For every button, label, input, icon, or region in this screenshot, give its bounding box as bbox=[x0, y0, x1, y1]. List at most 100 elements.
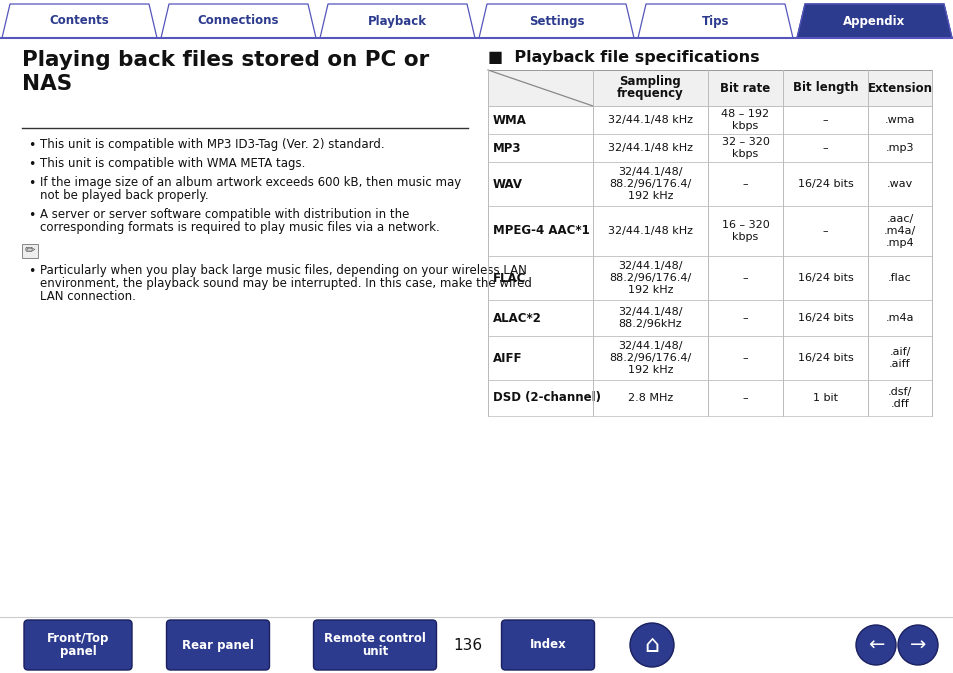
Text: environment, the playback sound may be interrupted. In this case, make the wired: environment, the playback sound may be i… bbox=[40, 277, 532, 290]
Text: Bit length: Bit length bbox=[792, 81, 858, 94]
Text: –: – bbox=[741, 273, 747, 283]
Text: ←: ← bbox=[867, 635, 883, 655]
Text: –: – bbox=[821, 143, 827, 153]
Polygon shape bbox=[2, 4, 157, 38]
Text: 2.8 MHz: 2.8 MHz bbox=[627, 393, 673, 403]
Text: WAV: WAV bbox=[493, 178, 522, 190]
Text: LAN connection.: LAN connection. bbox=[40, 290, 135, 303]
Text: ALAC*2: ALAC*2 bbox=[493, 312, 541, 324]
Text: 32/44.1/48 kHz: 32/44.1/48 kHz bbox=[607, 143, 692, 153]
Text: 136: 136 bbox=[453, 637, 482, 653]
Text: .wma: .wma bbox=[883, 115, 914, 125]
Text: .aac/: .aac/ bbox=[885, 214, 913, 224]
Text: –: – bbox=[741, 313, 747, 323]
Text: kbps: kbps bbox=[732, 121, 758, 131]
Text: 32/44.1/48/: 32/44.1/48/ bbox=[618, 167, 682, 177]
Text: 48 – 192: 48 – 192 bbox=[720, 109, 769, 119]
FancyBboxPatch shape bbox=[24, 620, 132, 670]
Text: kbps: kbps bbox=[732, 149, 758, 159]
Text: panel: panel bbox=[59, 645, 96, 658]
Text: This unit is compatible with WMA META tags.: This unit is compatible with WMA META ta… bbox=[40, 157, 305, 170]
Text: 16/24 bits: 16/24 bits bbox=[797, 313, 853, 323]
Text: WMA: WMA bbox=[493, 114, 526, 127]
Bar bbox=[488, 162, 931, 206]
Text: MP3: MP3 bbox=[493, 141, 521, 155]
Text: 32/44.1/48 kHz: 32/44.1/48 kHz bbox=[607, 226, 692, 236]
Bar bbox=[488, 206, 931, 256]
Polygon shape bbox=[478, 4, 634, 38]
Text: .wav: .wav bbox=[886, 179, 912, 189]
Bar bbox=[488, 256, 931, 300]
Text: .mp4: .mp4 bbox=[884, 238, 913, 248]
Text: •: • bbox=[29, 177, 35, 190]
Text: Playback: Playback bbox=[368, 15, 427, 28]
Text: corresponding formats is required to play music files via a network.: corresponding formats is required to pla… bbox=[40, 221, 439, 234]
Text: .mp3: .mp3 bbox=[884, 143, 913, 153]
Text: A server or server software compatible with distribution in the: A server or server software compatible w… bbox=[40, 208, 409, 221]
Text: •: • bbox=[29, 139, 35, 152]
Text: 1 bit: 1 bit bbox=[812, 393, 837, 403]
Text: 88.2/96/176.4/: 88.2/96/176.4/ bbox=[609, 179, 691, 189]
Bar bbox=[488, 380, 931, 416]
Text: –: – bbox=[741, 179, 747, 189]
Text: 192 kHz: 192 kHz bbox=[627, 285, 673, 295]
Text: 32/44.1/48/: 32/44.1/48/ bbox=[618, 307, 682, 317]
Text: Remote control: Remote control bbox=[324, 632, 425, 645]
Text: Index: Index bbox=[529, 639, 566, 651]
Bar bbox=[488, 336, 931, 380]
Text: unit: unit bbox=[361, 645, 388, 658]
Text: –: – bbox=[741, 353, 747, 363]
Text: Extension: Extension bbox=[866, 81, 931, 94]
Circle shape bbox=[897, 625, 937, 665]
Text: •: • bbox=[29, 209, 35, 222]
Text: 16/24 bits: 16/24 bits bbox=[797, 179, 853, 189]
Text: This unit is compatible with MP3 ID3-Tag (Ver. 2) standard.: This unit is compatible with MP3 ID3-Tag… bbox=[40, 138, 384, 151]
Polygon shape bbox=[638, 4, 792, 38]
Text: 16 – 320: 16 – 320 bbox=[720, 220, 768, 230]
Polygon shape bbox=[796, 4, 951, 38]
Text: .aiff: .aiff bbox=[888, 359, 910, 369]
Polygon shape bbox=[161, 4, 315, 38]
Text: .flac: .flac bbox=[887, 273, 911, 283]
Bar bbox=[488, 106, 931, 134]
Text: Connections: Connections bbox=[197, 15, 279, 28]
Text: –: – bbox=[741, 393, 747, 403]
Text: 16/24 bits: 16/24 bits bbox=[797, 353, 853, 363]
Text: Appendix: Appendix bbox=[842, 15, 904, 28]
Text: not be played back properly.: not be played back properly. bbox=[40, 189, 209, 202]
Circle shape bbox=[629, 623, 673, 667]
Text: Playing back files stored on PC or
NAS: Playing back files stored on PC or NAS bbox=[22, 50, 429, 94]
Text: 16/24 bits: 16/24 bits bbox=[797, 273, 853, 283]
FancyBboxPatch shape bbox=[167, 620, 269, 670]
Text: Contents: Contents bbox=[50, 15, 110, 28]
Text: 88.2/96kHz: 88.2/96kHz bbox=[618, 319, 681, 329]
Text: Sampling: Sampling bbox=[619, 75, 680, 89]
Text: ⌂: ⌂ bbox=[644, 633, 659, 657]
Text: Front/Top: Front/Top bbox=[47, 632, 109, 645]
Text: FLAC: FLAC bbox=[493, 271, 526, 285]
Text: 32/44.1/48 kHz: 32/44.1/48 kHz bbox=[607, 115, 692, 125]
Text: Rear panel: Rear panel bbox=[182, 639, 253, 651]
Text: Tips: Tips bbox=[701, 15, 728, 28]
Text: →: → bbox=[909, 635, 925, 655]
Circle shape bbox=[855, 625, 895, 665]
Text: DSD (2-channel): DSD (2-channel) bbox=[493, 392, 600, 404]
Text: Settings: Settings bbox=[528, 15, 583, 28]
Text: 88.2/96/176.4/: 88.2/96/176.4/ bbox=[609, 353, 691, 363]
Text: Bit rate: Bit rate bbox=[720, 81, 770, 94]
FancyBboxPatch shape bbox=[314, 620, 436, 670]
Text: ✏: ✏ bbox=[25, 244, 35, 258]
Text: If the image size of an album artwork exceeds 600 kB, then music may: If the image size of an album artwork ex… bbox=[40, 176, 460, 189]
Text: ■  Playback file specifications: ■ Playback file specifications bbox=[488, 50, 759, 65]
Bar bbox=[488, 300, 931, 336]
Text: MPEG-4 AAC*1: MPEG-4 AAC*1 bbox=[493, 225, 589, 238]
Text: AIFF: AIFF bbox=[493, 351, 522, 365]
Text: .m4a/: .m4a/ bbox=[882, 226, 915, 236]
Text: .dsf/: .dsf/ bbox=[887, 387, 911, 397]
FancyBboxPatch shape bbox=[501, 620, 594, 670]
Text: 88.2/96/176.4/: 88.2/96/176.4/ bbox=[609, 273, 691, 283]
Text: •: • bbox=[29, 265, 35, 278]
Bar bbox=[488, 70, 931, 106]
Text: •: • bbox=[29, 158, 35, 171]
Bar bbox=[488, 134, 931, 162]
